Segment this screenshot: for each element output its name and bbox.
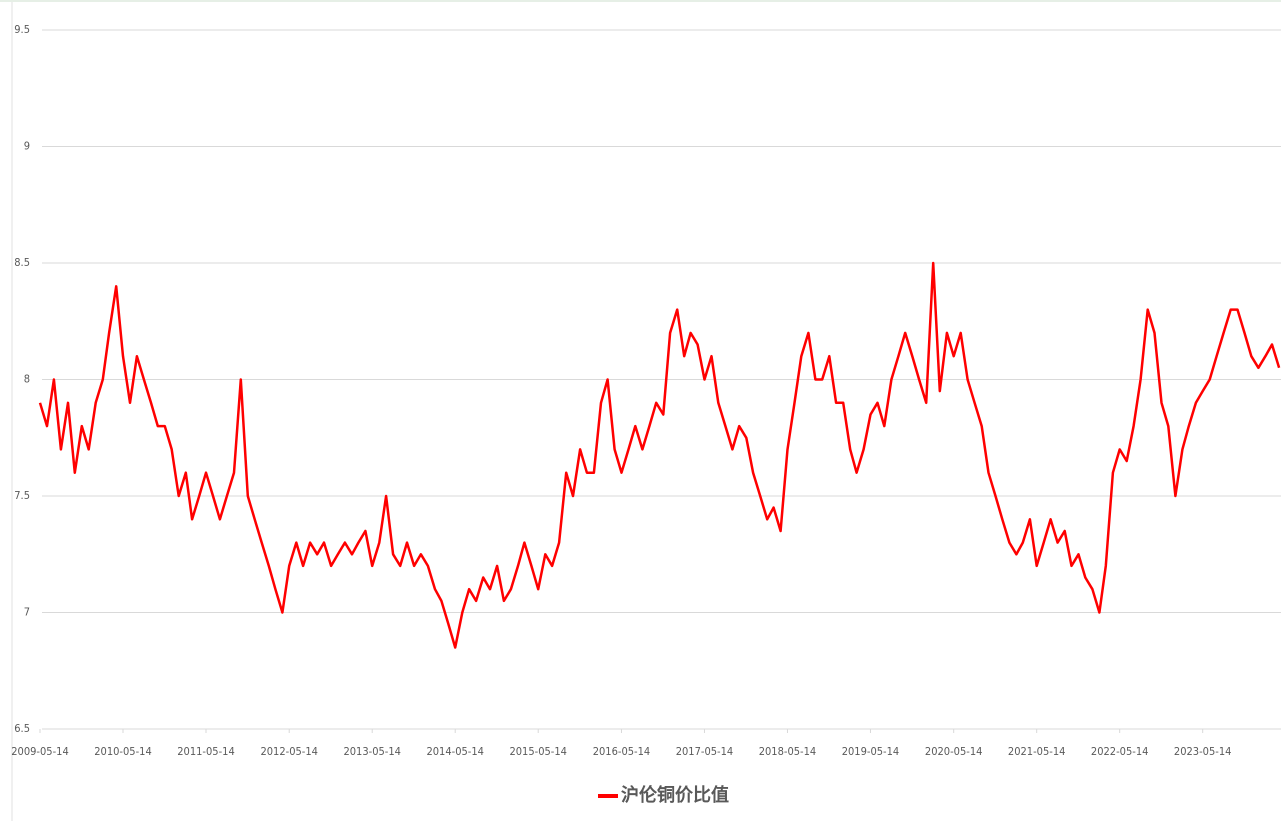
x-tick-label: 2011-05-14 (177, 745, 235, 758)
x-tick-label: 2022-05-14 (1091, 745, 1149, 758)
x-tick-label: 2017-05-14 (676, 745, 734, 758)
legend-label: 沪伦铜价比值 (621, 784, 729, 806)
x-tick-label: 2010-05-14 (94, 745, 152, 758)
x-tick-label: 2020-05-14 (925, 745, 983, 758)
x-tick-label: 2015-05-14 (509, 745, 567, 758)
y-tick-label: 8.5 (14, 256, 30, 269)
x-tick-label: 2023-05-14 (1174, 745, 1232, 758)
x-tick-label: 2009-05-14 (11, 745, 69, 758)
y-tick-label: 7.5 (14, 489, 30, 502)
data-line (38, 261, 1281, 649)
x-tick-label: 2012-05-14 (260, 745, 318, 758)
x-tick-label: 2018-05-14 (759, 745, 817, 758)
x-tick-label: 2014-05-14 (426, 745, 484, 758)
y-tick-label: 8 (24, 373, 30, 386)
y-tick-label: 9.5 (14, 23, 30, 36)
y-tick-label: 6.5 (14, 722, 30, 735)
y-tick-label: 7 (24, 606, 30, 619)
x-tick-label: 2013-05-14 (343, 745, 401, 758)
x-tick-label: 2016-05-14 (593, 745, 651, 758)
y-tick-label: 9 (24, 140, 30, 153)
x-tick-label: 2021-05-14 (1008, 745, 1066, 758)
x-tick-label: 2019-05-14 (842, 745, 900, 758)
